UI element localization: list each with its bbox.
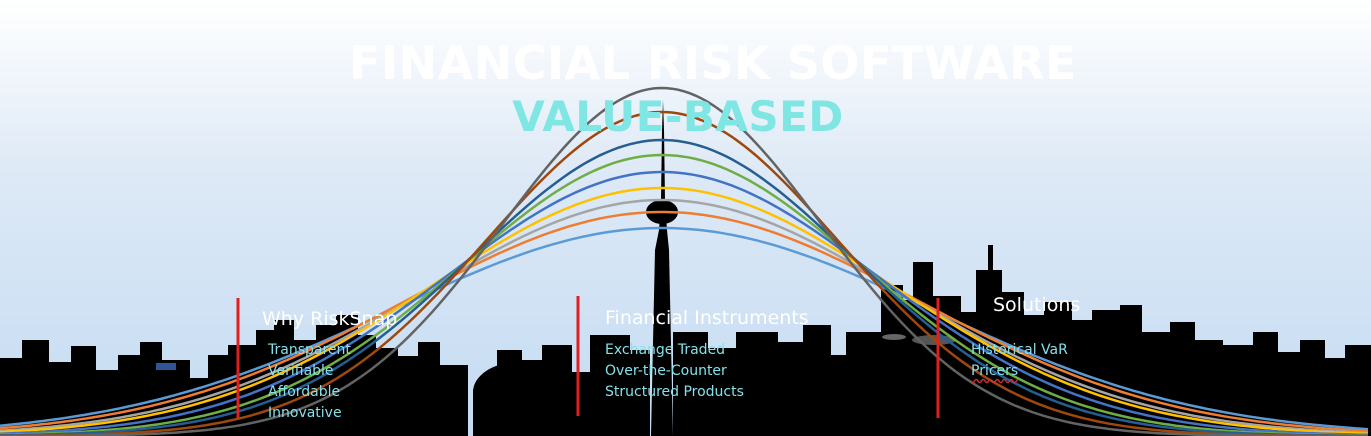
list-item: Innovative [268, 405, 342, 421]
financial-instruments-list: Exchange Traded Over-the-Counter Structu… [605, 340, 744, 403]
bell-curve-line [0, 138, 1368, 436]
section-heading-why-risksnap: Why RiskSnap [262, 308, 398, 330]
why-risksnap-list: Transparent Verifiable Affordable Innova… [268, 340, 351, 424]
bell-curve-line [0, 186, 1369, 436]
list-item: Pricers [971, 361, 1068, 382]
list-item: Structured Products [605, 384, 744, 400]
bell-curve-line [0, 86, 1368, 436]
bell-curve-line [0, 198, 1369, 435]
bell-curve-line [0, 110, 1368, 436]
page-subtitle: VALUE-BASED [512, 92, 844, 141]
list-item: Over-the-Counter [605, 363, 727, 379]
page-title: FINANCIAL RISK SOFTWARE [349, 36, 1077, 90]
rooftop-disc [882, 334, 906, 340]
solutions-list: Historical VaR Pricers [971, 340, 1068, 382]
section-heading-financial-instruments: Financial Instruments [605, 307, 809, 329]
list-item: Verifiable [268, 363, 334, 379]
bell-curves [0, 86, 1369, 436]
list-item: Affordable [268, 384, 341, 400]
rooftop-sign [156, 363, 176, 370]
bell-curve-line [0, 226, 1369, 431]
list-item: Exchange Traded [605, 342, 726, 358]
section-heading-solutions: Solutions [993, 294, 1081, 316]
list-item-text: Pricers [971, 363, 1019, 379]
list-item: Transparent [268, 342, 351, 358]
list-item: Historical VaR [971, 342, 1068, 358]
bell-curve-line [0, 210, 1369, 433]
bell-curve-line [0, 153, 1368, 436]
bell-curve-line [0, 170, 1369, 436]
